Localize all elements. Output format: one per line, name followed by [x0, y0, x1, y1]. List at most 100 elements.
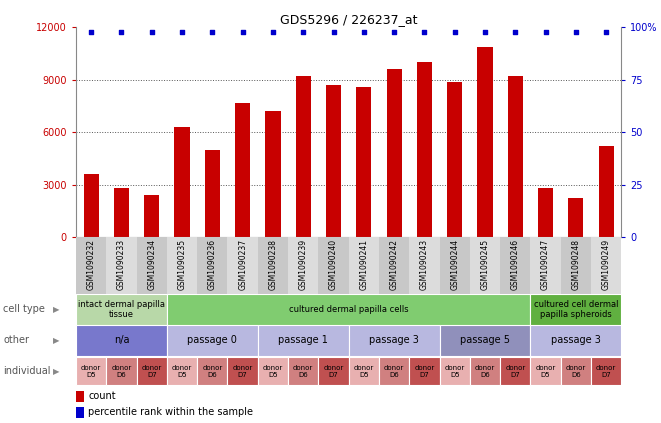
- Bar: [137, 237, 167, 294]
- Bar: [227, 237, 258, 294]
- Title: GDS5296 / 226237_at: GDS5296 / 226237_at: [280, 14, 418, 26]
- Text: donor
D5: donor D5: [535, 365, 556, 378]
- Bar: [508, 77, 523, 237]
- Bar: [530, 294, 621, 325]
- Point: [207, 28, 217, 35]
- Text: individual: individual: [3, 366, 51, 376]
- Bar: [530, 325, 621, 356]
- Bar: [235, 102, 251, 237]
- Bar: [530, 237, 561, 294]
- Text: passage 0: passage 0: [188, 335, 237, 345]
- Point: [419, 28, 430, 35]
- Point: [358, 28, 369, 35]
- Bar: [379, 237, 409, 294]
- Bar: [167, 357, 197, 385]
- Text: passage 5: passage 5: [460, 335, 510, 345]
- Text: GSM1090244: GSM1090244: [450, 239, 459, 290]
- Bar: [417, 62, 432, 237]
- Point: [389, 28, 399, 35]
- Point: [237, 28, 248, 35]
- Bar: [167, 237, 197, 294]
- Bar: [167, 294, 530, 325]
- Bar: [440, 325, 530, 356]
- Text: donor
D6: donor D6: [293, 365, 313, 378]
- Bar: [470, 237, 500, 294]
- Text: donor
D6: donor D6: [566, 365, 586, 378]
- Point: [601, 28, 611, 35]
- Text: GSM1090237: GSM1090237: [238, 239, 247, 290]
- Bar: [387, 69, 402, 237]
- Bar: [83, 174, 98, 237]
- Bar: [76, 294, 167, 325]
- Point: [449, 28, 460, 35]
- Text: ▶: ▶: [53, 367, 59, 376]
- Text: GSM1090245: GSM1090245: [481, 239, 490, 290]
- Bar: [349, 237, 379, 294]
- Bar: [319, 237, 349, 294]
- Text: intact dermal papilla
tissue: intact dermal papilla tissue: [78, 300, 165, 319]
- Bar: [197, 237, 227, 294]
- Bar: [106, 357, 137, 385]
- Text: donor
D5: donor D5: [81, 365, 101, 378]
- Point: [540, 28, 551, 35]
- Bar: [326, 85, 341, 237]
- Bar: [409, 237, 440, 294]
- Bar: [167, 325, 258, 356]
- Bar: [561, 357, 591, 385]
- Text: passage 1: passage 1: [278, 335, 328, 345]
- Bar: [538, 188, 553, 237]
- Bar: [349, 325, 440, 356]
- Bar: [349, 357, 379, 385]
- Text: GSM1090239: GSM1090239: [299, 239, 308, 290]
- Text: GSM1090236: GSM1090236: [208, 239, 217, 290]
- Text: cell type: cell type: [3, 305, 45, 314]
- Text: GSM1090235: GSM1090235: [178, 239, 186, 290]
- Bar: [440, 357, 470, 385]
- Bar: [144, 195, 159, 237]
- Text: donor
D6: donor D6: [202, 365, 223, 378]
- Bar: [500, 237, 530, 294]
- Bar: [561, 237, 591, 294]
- Text: donor
D7: donor D7: [596, 365, 616, 378]
- Bar: [470, 357, 500, 385]
- Bar: [288, 237, 319, 294]
- Text: donor
D6: donor D6: [111, 365, 132, 378]
- Point: [86, 28, 97, 35]
- Text: GSM1090246: GSM1090246: [511, 239, 520, 290]
- Text: GSM1090240: GSM1090240: [329, 239, 338, 290]
- Bar: [197, 357, 227, 385]
- Text: donor
D7: donor D7: [505, 365, 525, 378]
- Bar: [106, 237, 137, 294]
- Bar: [258, 325, 349, 356]
- Text: donor
D5: donor D5: [445, 365, 465, 378]
- Text: donor
D7: donor D7: [141, 365, 162, 378]
- Text: donor
D5: donor D5: [354, 365, 374, 378]
- Bar: [76, 391, 83, 402]
- Point: [268, 28, 278, 35]
- Text: GSM1090241: GSM1090241: [360, 239, 368, 290]
- Text: donor
D5: donor D5: [263, 365, 283, 378]
- Bar: [591, 237, 621, 294]
- Bar: [288, 357, 319, 385]
- Text: donor
D6: donor D6: [384, 365, 405, 378]
- Point: [298, 28, 309, 35]
- Bar: [76, 357, 106, 385]
- Text: GSM1090238: GSM1090238: [268, 239, 278, 290]
- Text: cultured dermal papilla cells: cultured dermal papilla cells: [289, 305, 408, 314]
- Bar: [379, 357, 409, 385]
- Bar: [591, 357, 621, 385]
- Text: donor
D6: donor D6: [475, 365, 495, 378]
- Bar: [530, 357, 561, 385]
- Bar: [76, 407, 83, 418]
- Bar: [500, 357, 530, 385]
- Text: GSM1090234: GSM1090234: [147, 239, 156, 290]
- Bar: [137, 357, 167, 385]
- Point: [510, 28, 521, 35]
- Text: GSM1090232: GSM1090232: [87, 239, 96, 290]
- Text: GSM1090242: GSM1090242: [389, 239, 399, 290]
- Bar: [319, 357, 349, 385]
- Bar: [447, 82, 462, 237]
- Bar: [599, 146, 614, 237]
- Text: donor
D7: donor D7: [323, 365, 344, 378]
- Bar: [265, 111, 280, 237]
